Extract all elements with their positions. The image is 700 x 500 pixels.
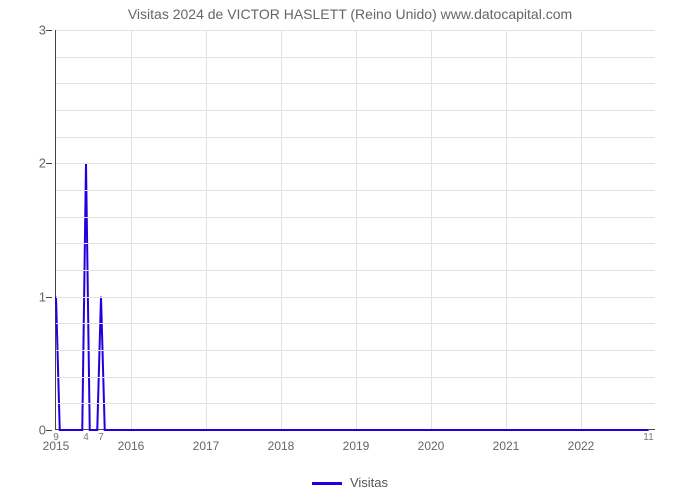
- grid-v: [356, 30, 357, 429]
- grid-v: [281, 30, 282, 429]
- x-tick-label: 2016: [118, 439, 145, 453]
- y-tick: [46, 163, 52, 164]
- legend-label: Visitas: [350, 475, 388, 490]
- grid-h: [56, 110, 655, 111]
- point-label: 7: [98, 432, 104, 443]
- x-tick-label: 2019: [343, 439, 370, 453]
- grid-h: [56, 377, 655, 378]
- grid-v: [131, 30, 132, 429]
- grid-v: [506, 30, 507, 429]
- y-tick-label: 0: [26, 423, 46, 438]
- y-tick-label: 1: [26, 289, 46, 304]
- point-label: 9: [53, 432, 59, 443]
- y-tick-label: 3: [26, 23, 46, 38]
- grid-h: [56, 403, 655, 404]
- grid-h: [56, 323, 655, 324]
- y-tick: [46, 297, 52, 298]
- grid-h: [56, 57, 655, 58]
- plot-area: 2015201620172018201920202021202201239471…: [55, 30, 655, 430]
- grid-h: [56, 163, 655, 164]
- grid-v: [581, 30, 582, 429]
- chart-title: Visitas 2024 de VICTOR HASLETT (Reino Un…: [0, 6, 700, 22]
- legend-swatch: [312, 482, 342, 485]
- grid-h: [56, 190, 655, 191]
- grid-h: [56, 350, 655, 351]
- grid-v: [431, 30, 432, 429]
- grid-h: [56, 270, 655, 271]
- grid-h: [56, 217, 655, 218]
- x-tick-label: 2018: [268, 439, 295, 453]
- grid-h: [56, 30, 655, 31]
- y-tick-label: 2: [26, 156, 46, 171]
- y-tick: [46, 30, 52, 31]
- grid-h: [56, 243, 655, 244]
- point-label: 4: [83, 432, 89, 443]
- x-tick-label: 2021: [493, 439, 520, 453]
- grid-h: [56, 137, 655, 138]
- x-tick-label: 2022: [568, 439, 595, 453]
- x-tick-label: 2017: [193, 439, 220, 453]
- line-chart: Visitas 2024 de VICTOR HASLETT (Reino Un…: [0, 0, 700, 500]
- grid-v: [206, 30, 207, 429]
- legend: Visitas: [0, 475, 700, 490]
- point-label: 11: [643, 432, 653, 443]
- x-tick-label: 2020: [418, 439, 445, 453]
- y-tick: [46, 430, 52, 431]
- grid-h: [56, 83, 655, 84]
- grid-h: [56, 297, 655, 298]
